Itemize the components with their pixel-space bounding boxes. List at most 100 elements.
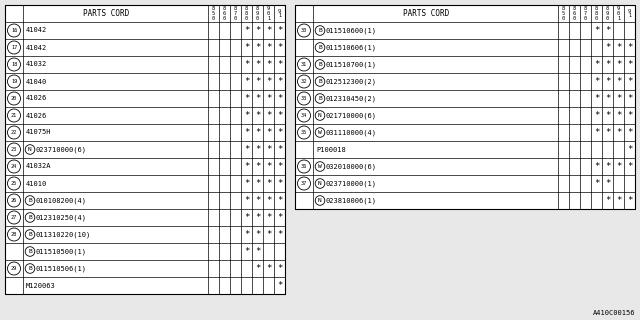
Text: *: *: [627, 196, 632, 205]
Text: 031110000(4): 031110000(4): [326, 129, 377, 136]
Text: *: *: [605, 60, 610, 69]
Text: *: *: [266, 60, 271, 69]
Text: *: *: [594, 162, 599, 171]
Text: *: *: [605, 179, 610, 188]
Text: 011510500(1): 011510500(1): [36, 248, 87, 255]
Text: 41032: 41032: [26, 61, 47, 68]
Text: 8
7
0: 8 7 0: [234, 6, 237, 20]
Text: 18: 18: [11, 62, 17, 67]
Text: 9
0
1: 9 0 1: [267, 6, 270, 20]
Text: 012310450(2): 012310450(2): [326, 95, 377, 102]
Text: W: W: [318, 130, 322, 135]
Text: N: N: [318, 113, 322, 118]
Circle shape: [8, 41, 20, 54]
Text: *: *: [616, 162, 621, 171]
Circle shape: [315, 179, 325, 188]
Text: 28: 28: [11, 232, 17, 237]
Text: *: *: [594, 128, 599, 137]
Text: *: *: [266, 128, 271, 137]
Text: 023710000(6): 023710000(6): [36, 146, 87, 153]
Text: *: *: [277, 111, 282, 120]
Text: *: *: [255, 145, 260, 154]
Circle shape: [8, 211, 20, 224]
Text: 29: 29: [11, 266, 17, 271]
Text: *: *: [266, 230, 271, 239]
Text: *: *: [277, 77, 282, 86]
Text: *: *: [255, 26, 260, 35]
Text: *: *: [266, 111, 271, 120]
Text: *: *: [244, 77, 249, 86]
Circle shape: [8, 58, 20, 71]
Text: 8
8
0: 8 8 0: [245, 6, 248, 20]
Circle shape: [8, 126, 20, 139]
Bar: [5, 5, 285, 294]
Text: *: *: [616, 196, 621, 205]
Text: *: *: [244, 145, 249, 154]
Text: *: *: [605, 77, 610, 86]
Text: M120063: M120063: [26, 283, 56, 289]
Text: *: *: [594, 179, 599, 188]
Text: N: N: [318, 198, 322, 203]
Circle shape: [315, 162, 325, 171]
Text: 021710000(6): 021710000(6): [326, 112, 377, 119]
Text: *: *: [277, 43, 282, 52]
Text: *: *: [244, 111, 249, 120]
Text: 010108200(4): 010108200(4): [36, 197, 87, 204]
Text: 27: 27: [11, 215, 17, 220]
Text: 8
6
0: 8 6 0: [223, 6, 226, 20]
Circle shape: [8, 143, 20, 156]
Text: *: *: [255, 196, 260, 205]
Circle shape: [8, 75, 20, 88]
Circle shape: [298, 177, 310, 190]
Text: 012512300(2): 012512300(2): [326, 78, 377, 85]
Text: 25: 25: [11, 181, 17, 186]
Text: 8
9
0: 8 9 0: [606, 6, 609, 20]
Text: 21: 21: [11, 113, 17, 118]
Text: *: *: [594, 26, 599, 35]
Text: 8
5
0: 8 5 0: [562, 6, 565, 20]
Text: *: *: [244, 60, 249, 69]
Text: *: *: [627, 128, 632, 137]
Text: *: *: [277, 264, 282, 273]
Text: *: *: [277, 26, 282, 35]
Text: P100018: P100018: [316, 147, 346, 153]
Text: PARTS CORD: PARTS CORD: [83, 9, 130, 18]
Text: 24: 24: [11, 164, 17, 169]
Text: 011510700(1): 011510700(1): [326, 61, 377, 68]
Circle shape: [8, 92, 20, 105]
Text: 41026: 41026: [26, 113, 47, 118]
Text: *: *: [594, 94, 599, 103]
Text: 41075H: 41075H: [26, 130, 51, 135]
Text: *: *: [266, 145, 271, 154]
Text: *: *: [255, 179, 260, 188]
Text: *: *: [277, 281, 282, 290]
Circle shape: [8, 177, 20, 190]
Text: 8
9
0: 8 9 0: [256, 6, 259, 20]
Text: *: *: [255, 94, 260, 103]
Text: 9
0
1: 9 0 1: [617, 6, 620, 20]
Text: *: *: [605, 94, 610, 103]
Circle shape: [8, 160, 20, 173]
Text: 37: 37: [301, 181, 307, 186]
Text: *: *: [627, 60, 632, 69]
Text: 26: 26: [11, 198, 17, 203]
Text: *: *: [244, 94, 249, 103]
Circle shape: [25, 196, 35, 205]
Text: *: *: [277, 128, 282, 137]
Text: *: *: [605, 111, 610, 120]
Text: *: *: [277, 60, 282, 69]
Text: 35: 35: [301, 130, 307, 135]
Text: 011510506(1): 011510506(1): [36, 265, 87, 272]
Text: 41040: 41040: [26, 78, 47, 84]
Text: B: B: [318, 79, 322, 84]
Text: *: *: [605, 196, 610, 205]
Text: *: *: [255, 77, 260, 86]
Circle shape: [298, 58, 310, 71]
Text: 22: 22: [11, 130, 17, 135]
Text: *: *: [616, 111, 621, 120]
Circle shape: [298, 75, 310, 88]
Text: *: *: [255, 111, 260, 120]
Circle shape: [8, 194, 20, 207]
Circle shape: [25, 230, 35, 239]
Circle shape: [298, 160, 310, 173]
